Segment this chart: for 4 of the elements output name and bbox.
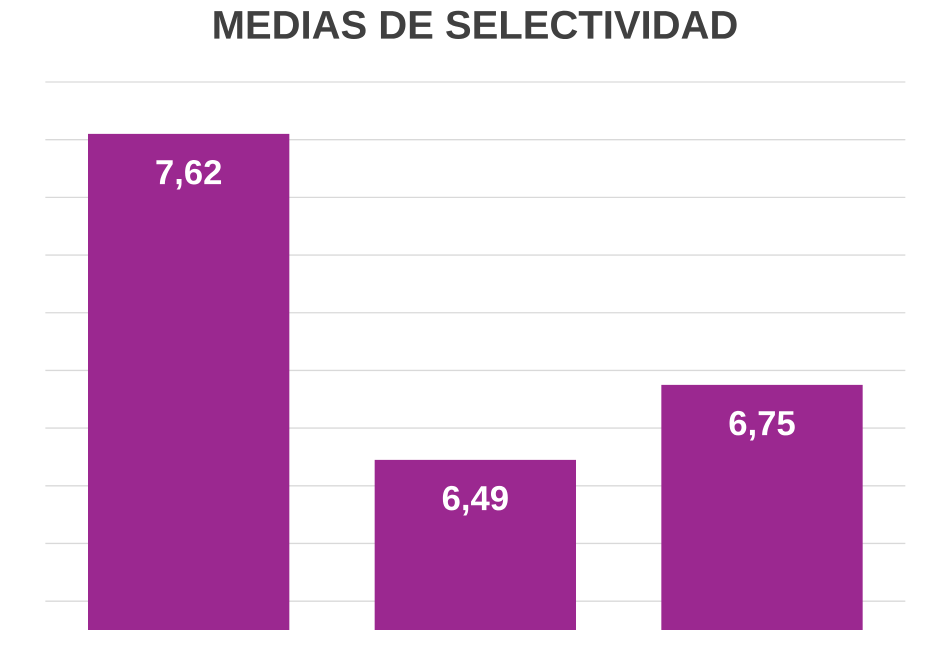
chart-title: MEDIAS DE SELECTIVIDAD	[214, 10, 737, 40]
data-label: 6,49	[442, 486, 508, 516]
data-label: 6,75	[730, 410, 795, 441]
data-label: 7,62	[156, 160, 222, 190]
